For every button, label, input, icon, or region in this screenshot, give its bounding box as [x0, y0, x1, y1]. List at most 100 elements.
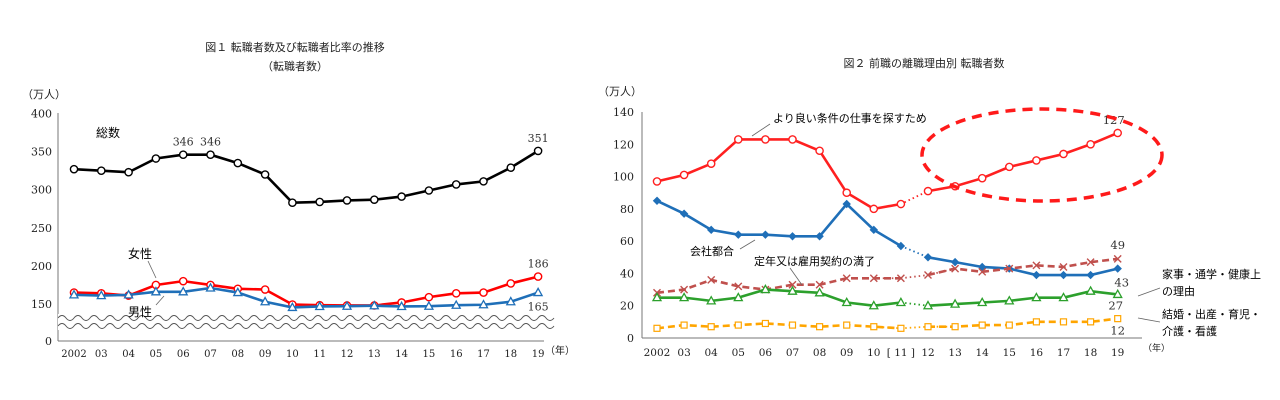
fig2-data-point: [978, 321, 986, 329]
fig2-label-marriage-2: 介護・看護: [1162, 324, 1217, 338]
fig1-xtick-label: 12: [341, 349, 354, 360]
fig1-data-point: [397, 192, 406, 201]
fig2-data-point: [679, 170, 689, 180]
fig2-ytick-label: 120: [613, 138, 634, 151]
fig2-leader-marriage: [1137, 317, 1161, 323]
fig2-data-point: [1032, 156, 1041, 165]
fig1-xtick-label: 14: [395, 349, 408, 360]
fig1-data-point: [233, 158, 243, 168]
fig2-series-line: [873, 185, 956, 210]
fig2-data-point: [761, 230, 770, 239]
fig1-data-point: [206, 150, 215, 160]
fig1-series-line: [73, 286, 539, 309]
fig1-subtitle: （転職者数）: [262, 60, 328, 73]
fig2-data-point: [679, 209, 689, 218]
fig2-data-point: [977, 262, 987, 272]
fig2-ytick-label: 40: [620, 267, 634, 280]
fig2-data-point: [706, 295, 717, 305]
fig1-data-point: [369, 195, 379, 204]
fig2-data-point: [1113, 128, 1123, 138]
fig2-data-point: [1112, 288, 1123, 299]
fig2-series-line: [927, 257, 1118, 277]
fig2-series-line: [656, 276, 901, 295]
fig2-data-point: [1004, 162, 1014, 172]
fig2-data-point: [1059, 270, 1068, 280]
fig2-leader-retire: [789, 267, 803, 286]
fig2-data-point: [788, 321, 797, 329]
fig1-xtick-label: 03: [95, 349, 108, 360]
fig2-series-line: [873, 229, 956, 264]
fig1-data-label: 346: [173, 136, 194, 149]
fig2-data-point: [1059, 262, 1068, 271]
fig1-leader-female: [147, 260, 157, 279]
fig1-data-point: [479, 288, 488, 297]
fig2-data-point: [1031, 292, 1042, 302]
fig1-series-label-male: 男性: [128, 305, 152, 319]
fig2-highlight-ellipse: [920, 107, 1164, 203]
fig1-data-point: [506, 163, 516, 172]
fig2-xtick-label: 05: [732, 347, 745, 359]
fig1-data-point: [451, 289, 461, 298]
fig2-data-point: [949, 298, 961, 308]
fig1-data-point: [287, 301, 298, 312]
fig1-data-label: 351: [528, 132, 549, 145]
fig2-xtick-label: 08: [813, 347, 826, 359]
fig2-data-point: [923, 253, 933, 262]
fig2-ytick-label: 20: [620, 300, 634, 313]
fig2-xtick-label: 04: [705, 347, 719, 359]
fig2-data-point: [842, 274, 851, 283]
fig2-data-point: [816, 323, 824, 331]
fig1-data-point: [315, 197, 325, 207]
fig2-data-point: [951, 264, 960, 273]
fig1-data-point: [533, 272, 543, 281]
fig2-data-point: [788, 232, 797, 241]
fig2-data-point: [1086, 270, 1095, 280]
fig1-ytick-label: 300: [31, 184, 52, 197]
fig2-data-point: [978, 267, 987, 276]
fig2-label-retire: 定年又は雇用契約の満了: [754, 254, 875, 268]
fig1-xtick-label: 08: [231, 349, 244, 360]
fig1-data-point: [533, 146, 543, 156]
fig1-data-point: [178, 286, 189, 296]
fig2-data-point: [951, 323, 959, 331]
fig1-xtick-label: 06: [177, 349, 190, 360]
fig2-data-point: [788, 135, 797, 144]
fig2-data-point: [896, 241, 906, 251]
fig2-data-point: [922, 300, 934, 310]
fig2-data-point: [1086, 139, 1095, 149]
fig2-data-point: [923, 186, 933, 196]
fig2-data-point: [761, 135, 770, 144]
fig1-xtick-label: 10: [286, 349, 299, 360]
fig2-data-point: [680, 285, 689, 294]
fig1-data-point: [451, 180, 461, 189]
fig2-leader-house: [1137, 287, 1161, 297]
fig2-data-point: [924, 271, 932, 280]
fig1-ytick-label: 350: [31, 146, 52, 159]
fig2-series-line: [927, 131, 1119, 193]
fig2-data-point: [841, 296, 852, 307]
fig2-data-point: [706, 225, 716, 235]
figure-2-chart: 図２ 前職の離職理由別 転職者数 （万人） （年） 0 20 40 60 80 100 12…: [598, 56, 1261, 359]
fig2-data-point: [897, 324, 905, 332]
fig1-data-point: [124, 167, 133, 177]
fig2-series-line: [656, 138, 902, 211]
fig2-series-line: [656, 322, 901, 330]
fig1-ytick-label: 200: [31, 260, 52, 273]
fig1-xtick-label: 18: [504, 349, 517, 360]
fig1-ytick-label: 400: [31, 108, 52, 121]
fig2-ytick-label: 140: [613, 106, 634, 119]
fig2-data-point: [977, 173, 987, 183]
fig2-data-point: [1058, 292, 1069, 302]
fig2-xtick-label: 10: [867, 347, 880, 359]
fig2-series-line: [928, 317, 1118, 329]
fig2-data-point: [1005, 264, 1014, 273]
fig2-data-point: [707, 275, 716, 284]
fig2-data-point: [761, 319, 769, 328]
fig2-xtick-label: 18: [1084, 347, 1097, 359]
fig1-data-point: [150, 286, 162, 296]
fig2-data-point: [1114, 315, 1122, 323]
fig2-data-point: [733, 292, 744, 302]
fig2-data-point: [868, 300, 879, 310]
fig2-xtick-label: 13: [948, 347, 961, 359]
fig1-data-point: [232, 287, 243, 297]
